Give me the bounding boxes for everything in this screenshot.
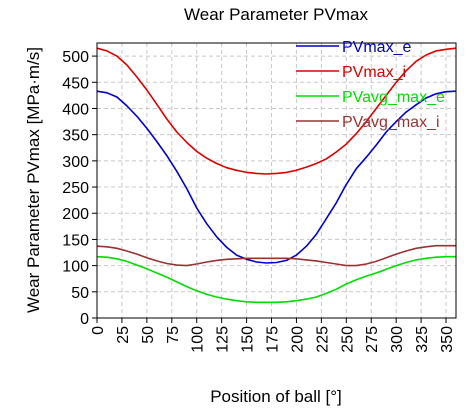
x-tick-label: 225 xyxy=(314,326,331,353)
y-tick-label: 300 xyxy=(62,154,89,171)
legend: PVmax_e PVmax_i PVavg_max_e PVavg_max_i xyxy=(296,39,445,131)
grid xyxy=(97,43,456,318)
x-tick-label: 250 xyxy=(339,326,356,353)
y-tick-label: 500 xyxy=(62,49,89,66)
x-tick-label: 150 xyxy=(240,326,257,353)
y-tick-label: 200 xyxy=(62,206,89,223)
x-tick-label: 350 xyxy=(439,326,456,353)
series-lines xyxy=(96,47,457,304)
y-axis-label: Wear Parameter PVmax [MPa·m/s] xyxy=(24,47,43,313)
series-line-pvavg-max-i xyxy=(96,244,456,267)
series-line-pvmax-e xyxy=(96,90,457,264)
y-tick-label: 400 xyxy=(62,101,89,118)
y-tick-label: 100 xyxy=(62,259,89,276)
series-line-pvavg-max-e xyxy=(96,255,456,304)
legend-label: PVmax_e xyxy=(342,39,411,56)
x-tick-label: 0 xyxy=(90,326,107,335)
axes: 0 50 100 150 200 250 300 350 400 450 500 0 25 50 75 100… xyxy=(62,42,457,353)
series-line-pvmax-i xyxy=(96,47,457,175)
y-tick-label: 150 xyxy=(62,232,89,249)
y-tick-label: 450 xyxy=(62,75,89,92)
legend-label: PVmax_i xyxy=(342,64,406,81)
x-tick-label: 125 xyxy=(215,326,232,353)
x-axis-label: Position of ball [°] xyxy=(210,387,342,406)
x-tick-label: 50 xyxy=(140,326,157,344)
plot-area xyxy=(96,42,457,319)
x-tick-label: 25 xyxy=(115,326,132,344)
legend-label: PVavg_max_e xyxy=(342,89,445,106)
y-tick-label: 350 xyxy=(62,128,89,145)
y-tick-label: 50 xyxy=(71,285,89,302)
y-tick-label: 250 xyxy=(62,180,89,197)
legend-label: PVavg_max_i xyxy=(342,114,440,131)
x-tick-label: 175 xyxy=(265,326,282,353)
y-tick-label: 0 xyxy=(80,311,89,328)
x-tick-label: 275 xyxy=(364,326,381,353)
chart-title: Wear Parameter PVmax xyxy=(184,5,368,24)
x-tick-label: 100 xyxy=(190,326,207,353)
x-tick-label: 200 xyxy=(289,326,306,353)
x-tick-label: 75 xyxy=(165,326,182,344)
x-tick-label: 325 xyxy=(414,326,431,353)
x-tick-label: 300 xyxy=(389,326,406,353)
